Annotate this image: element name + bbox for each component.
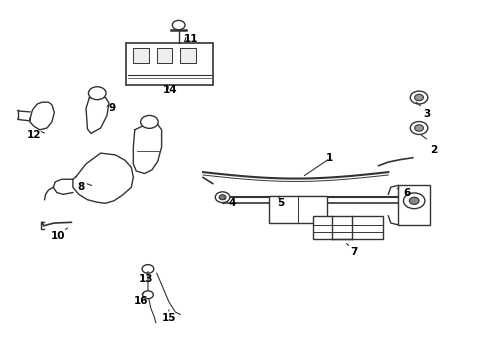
- Bar: [397, 185, 429, 225]
- Circle shape: [141, 116, 158, 129]
- Circle shape: [219, 195, 225, 200]
- Polygon shape: [133, 123, 161, 174]
- Text: 8: 8: [78, 182, 84, 192]
- Text: 2: 2: [429, 144, 436, 154]
- Bar: [180, 48, 195, 63]
- Text: 16: 16: [134, 296, 148, 306]
- Text: 15: 15: [162, 313, 176, 323]
- Text: 4: 4: [228, 198, 236, 208]
- Polygon shape: [30, 102, 54, 130]
- Bar: [312, 216, 383, 239]
- Text: 7: 7: [350, 247, 357, 257]
- Circle shape: [403, 193, 424, 209]
- Text: 3: 3: [423, 109, 430, 119]
- Circle shape: [142, 265, 154, 273]
- Bar: [157, 48, 172, 63]
- Circle shape: [88, 87, 106, 100]
- Bar: [133, 48, 149, 63]
- Circle shape: [409, 91, 427, 104]
- Circle shape: [142, 291, 153, 299]
- Circle shape: [414, 94, 423, 101]
- Text: 9: 9: [108, 103, 115, 113]
- Text: 12: 12: [26, 130, 41, 140]
- Text: 10: 10: [51, 231, 65, 240]
- Text: 14: 14: [163, 85, 177, 95]
- Bar: [268, 196, 327, 223]
- Circle shape: [409, 122, 427, 134]
- Bar: [126, 43, 213, 85]
- Bar: [89, 90, 105, 95]
- Circle shape: [172, 21, 184, 30]
- Text: 5: 5: [277, 198, 284, 208]
- Text: 11: 11: [183, 35, 198, 44]
- Text: 1: 1: [325, 153, 333, 163]
- Circle shape: [414, 125, 423, 131]
- Polygon shape: [86, 98, 109, 134]
- Circle shape: [215, 192, 229, 203]
- Polygon shape: [73, 153, 133, 203]
- Circle shape: [408, 197, 418, 204]
- Text: 13: 13: [139, 274, 153, 284]
- Text: 6: 6: [403, 188, 409, 198]
